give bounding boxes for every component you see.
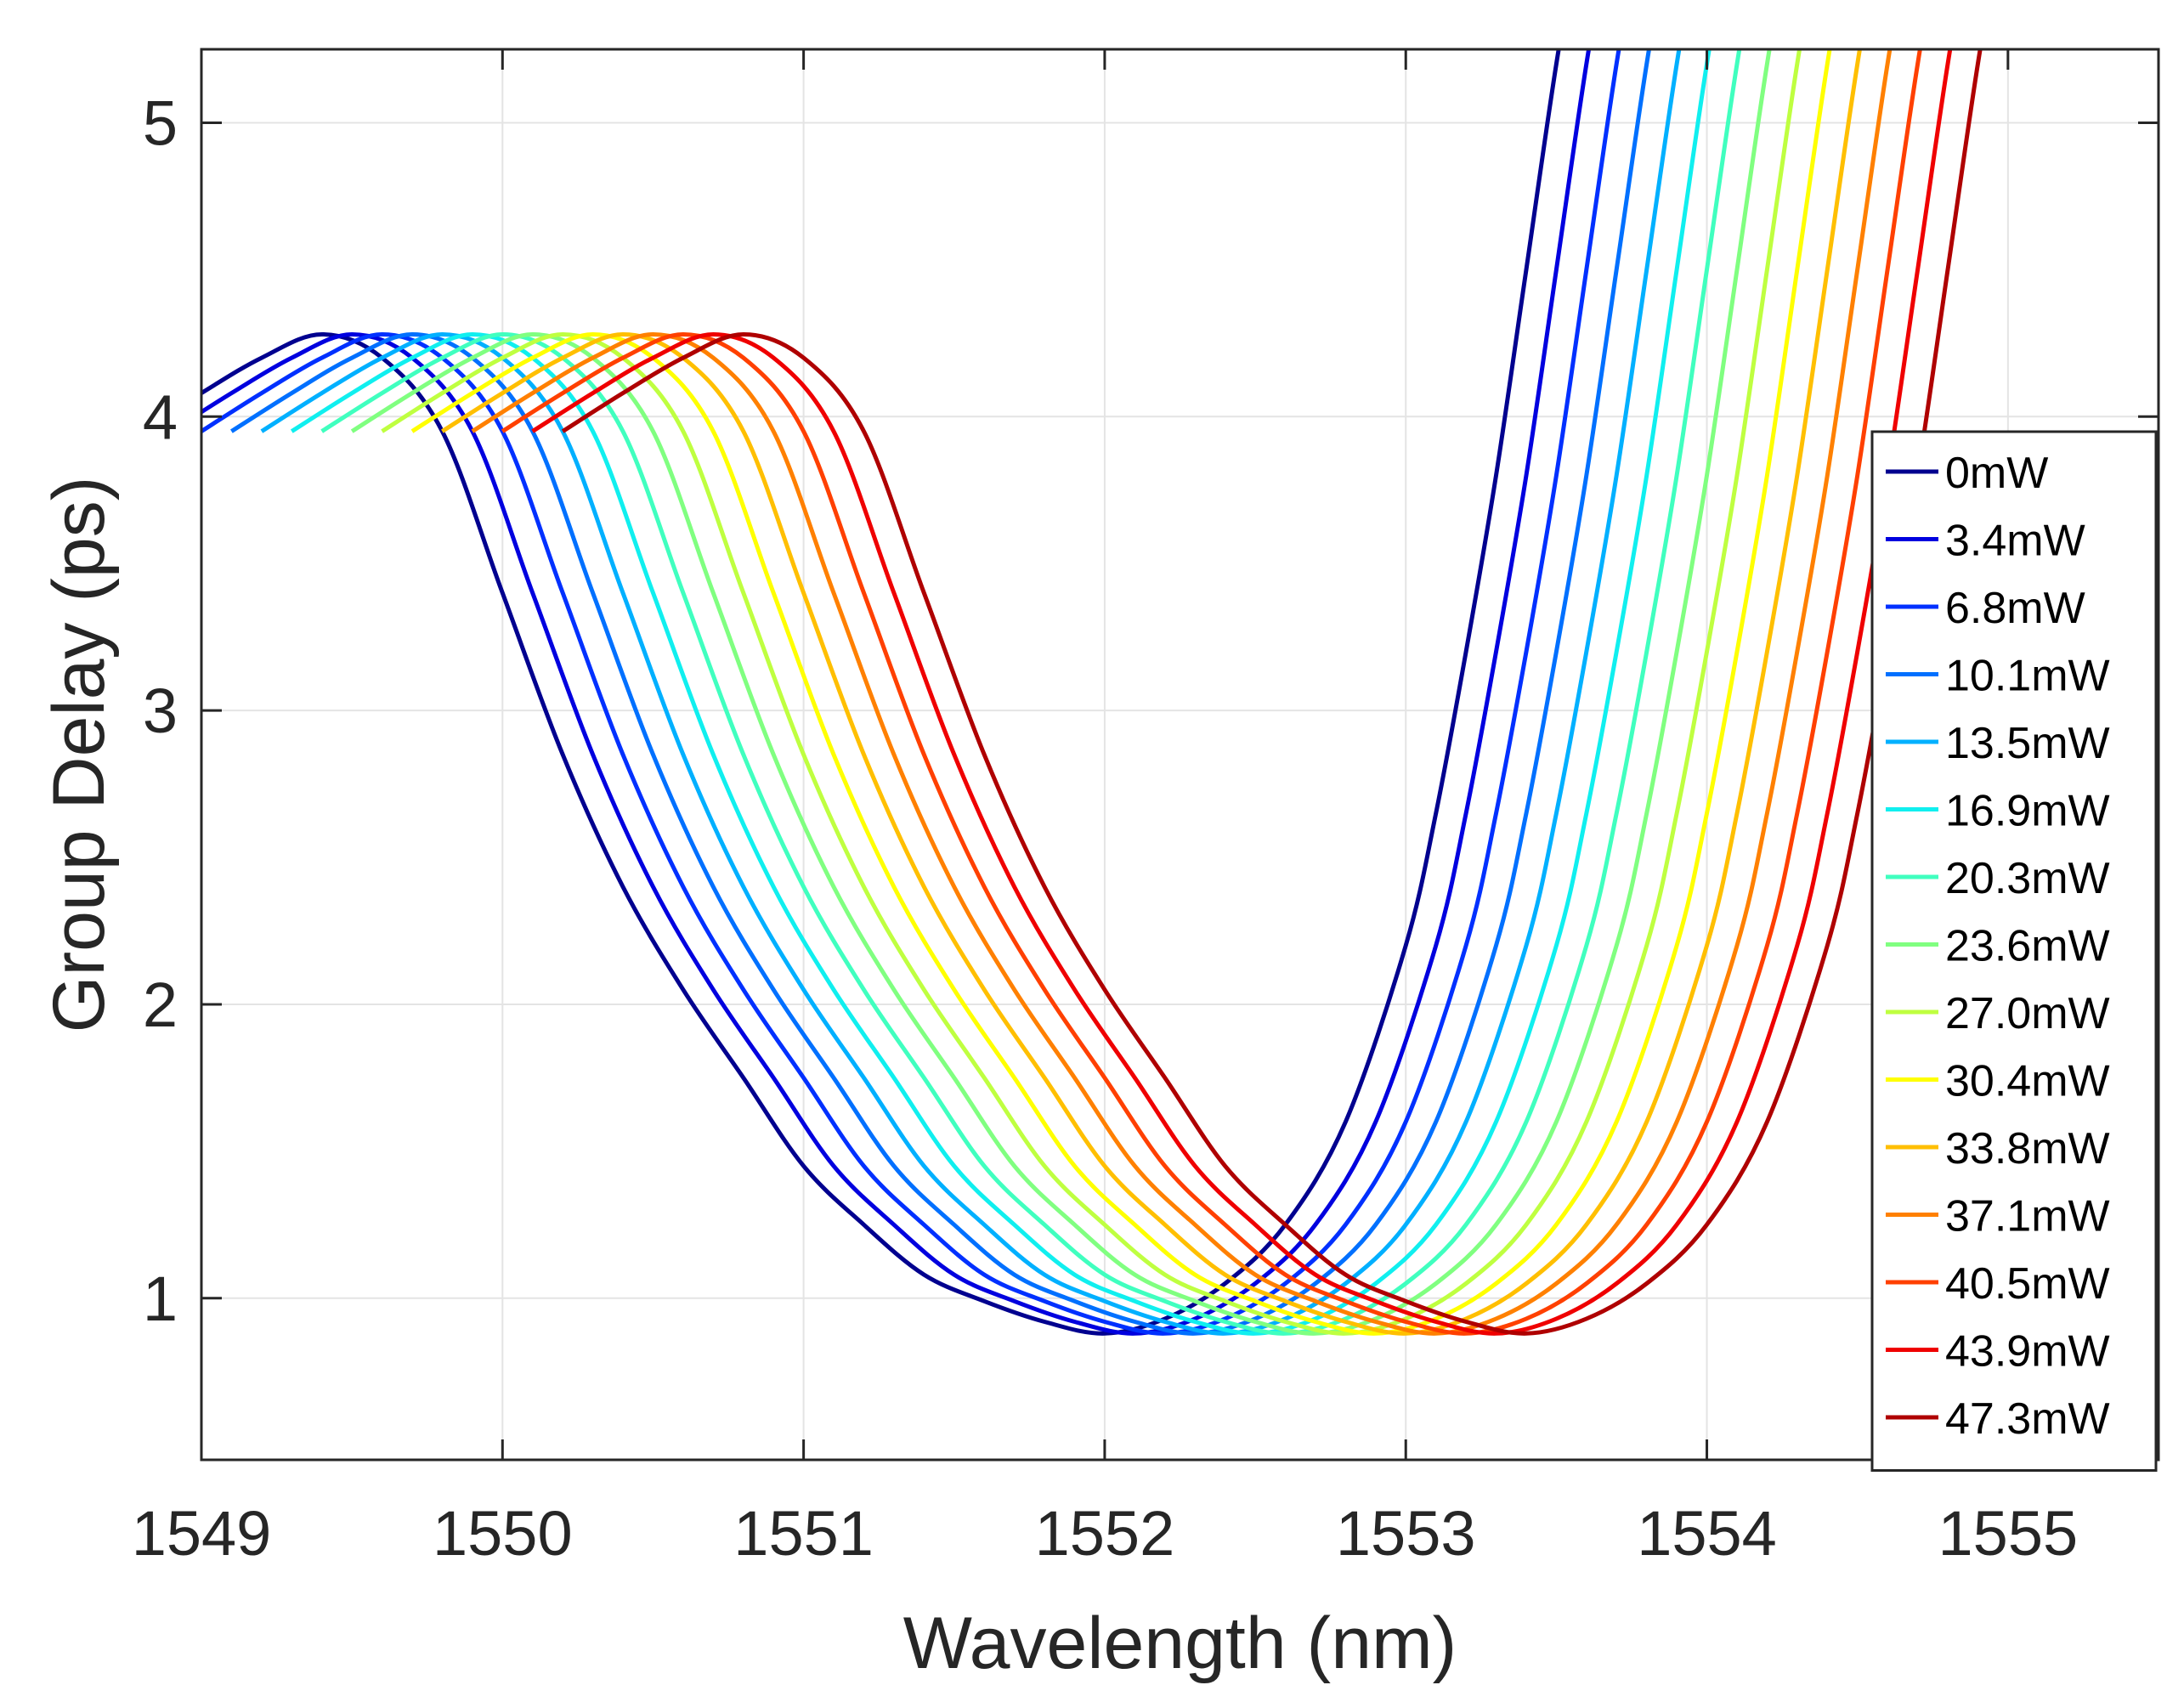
series-line-23.6mW [350,49,1772,1336]
x-tick-label: 1552 [1035,1498,1175,1569]
legend: 0mW 3.4mW 6.8mW 10.1mW 13.5mW 16.9mW 20.3mW 23.… [1870,430,2158,1472]
x-tick-label: 1554 [1637,1498,1777,1569]
legend-label: 47.3mW [1945,1394,2110,1444]
x-tick-label: 1549 [132,1498,272,1569]
y-tick-label: 5 [143,88,178,158]
series-line-37.1mW [471,49,1893,1336]
series-line-0mW [201,49,1561,1336]
legend-label: 10.1mW [1945,652,2110,701]
y-tick-label: 2 [143,970,178,1040]
series-line-20.3mW [320,49,1742,1336]
y-axis-title: Group Delay (ps) [38,477,120,1033]
legend-label: 27.0mW [1945,989,2110,1038]
x-axis-title: Wavelength (nm) [903,1603,1457,1684]
series-line-40.5mW [501,49,1922,1336]
axis-ticks: 1549 1550 1551 1552 1553 1554 1555 1 2 3 4 5 [132,49,2159,1569]
series-line-3.4mW [201,49,1592,1336]
series-line-43.9mW [531,49,1953,1336]
legend-label: 20.3mW [1945,854,2110,903]
y-tick-label: 3 [143,676,178,746]
series-lines [201,49,1983,1336]
series-line-30.4mW [410,49,1832,1336]
y-tick-label: 1 [143,1264,178,1334]
x-tick-label: 1555 [1938,1498,2079,1569]
series-line-10.1mW [230,49,1651,1336]
series-line-13.5mW [260,49,1682,1336]
x-tick-label: 1550 [433,1498,573,1569]
legend-label: 37.1mW [1945,1192,2110,1241]
x-tick-label: 1551 [733,1498,874,1569]
legend-label: 23.6mW [1945,922,2110,971]
x-tick-label: 1553 [1336,1498,1476,1569]
legend-label: 43.9mW [1945,1327,2110,1377]
series-line-33.8mW [441,49,1862,1336]
legend-label: 30.4mW [1945,1057,2110,1106]
legend-label: 33.8mW [1945,1124,2110,1173]
legend-label: 40.5mW [1945,1259,2110,1309]
series-line-16.9mW [290,49,1712,1336]
legend-label: 3.4mW [1945,517,2085,566]
series-line-27.0mW [381,49,1802,1336]
plot-frame [200,48,2160,1462]
legend-label: 0mW [1945,449,2048,498]
legend-label: 16.9mW [1945,787,2110,836]
legend-label: 13.5mW [1945,719,2110,768]
legend-label: 6.8mW [1945,584,2085,633]
y-tick-label: 4 [143,382,178,452]
series-line-6.8mW [201,49,1621,1336]
